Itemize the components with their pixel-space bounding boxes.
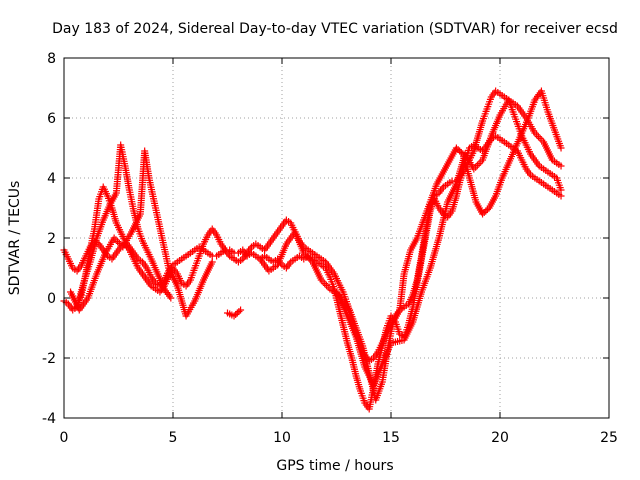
x-tick-label: 15 [382,430,400,446]
data-point-track-c [454,146,462,153]
y-tick-label: 8 [47,51,56,67]
x-tick-label: 5 [169,430,178,446]
x-tick-label: 10 [273,430,291,446]
data-point-track-d [534,133,542,141]
axis-ticks: 0 5 10 15 20 25 -4 -2 0 2 4 6 8 [42,51,618,446]
data-point-track-c [167,294,175,302]
y-tick-label: 0 [47,291,56,307]
data-point-track-c [233,309,241,317]
data-points [60,87,565,413]
data-point-track-a [557,186,565,194]
data-point-track-d [322,281,330,289]
data-point-track-c [480,209,488,216]
data-point-track-c [456,147,464,155]
y-tick-label: 2 [47,231,56,247]
x-tick-label: 25 [600,430,618,446]
y-axis-title: SDTVAR / TECUs [7,181,23,296]
data-point-track-c [457,149,465,156]
y-tick-label: 6 [47,111,56,127]
data-point-track-d [475,160,483,168]
y-tick-label: -2 [42,351,56,367]
data-point-track-c [479,210,487,218]
y-tick-label: -4 [42,411,56,427]
data-point-track-d [557,162,565,170]
data-point-track-c [557,144,565,152]
data-point-track-c [482,207,490,215]
x-tick-label: 20 [491,430,509,446]
grid [64,58,609,418]
data-point-track-d [473,161,481,169]
y-tick-label: 4 [47,171,56,187]
data-point-track-d [208,258,216,266]
x-tick-label: 0 [60,430,69,446]
data-point-track-d [114,238,122,246]
x-axis-title: GPS time / hours [276,458,393,474]
data-point-track-b [557,192,565,200]
data-point-track-d [536,134,544,142]
data-point-track-d [321,280,329,288]
data-point-track-c [232,311,240,318]
data-point-track-c [235,308,243,315]
data-point-track-c [237,306,245,314]
data-point-track-c [230,312,238,320]
data-point-track-c [452,144,460,152]
chart-title: Day 183 of 2024, Sidereal Day-to-day VTE… [52,21,618,37]
